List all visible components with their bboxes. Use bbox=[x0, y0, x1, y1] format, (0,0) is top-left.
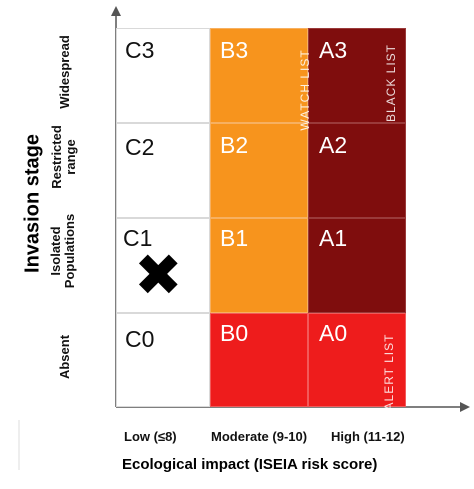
cell-a1: A1 bbox=[308, 218, 406, 313]
cell-a2: A2 bbox=[308, 123, 406, 218]
cell-a3: A3 bbox=[308, 28, 406, 123]
col-label-high: High (11-12) bbox=[331, 429, 405, 444]
cell-b0: B0 bbox=[210, 313, 308, 407]
col-label-moderate: Moderate (9-10) bbox=[211, 429, 308, 444]
cell-b1: B1 bbox=[210, 218, 308, 313]
cell-code-b2: B2 bbox=[220, 132, 249, 158]
row-label-restricted-range: Restricted range bbox=[49, 125, 78, 189]
cell-a0: A0 bbox=[308, 313, 406, 407]
cell-code-a1: A1 bbox=[319, 225, 348, 251]
y-axis-title: Invasion stage bbox=[21, 134, 44, 273]
cell-b3: B3 bbox=[210, 28, 308, 123]
cell-b2: B2 bbox=[210, 123, 308, 218]
alert-list-label: ALERT LIST bbox=[382, 333, 396, 411]
row-label-absent: Absent bbox=[57, 334, 72, 380]
x-axis-arrow-icon bbox=[460, 402, 470, 412]
cell-c1: C1 bbox=[116, 218, 210, 313]
cross-marker-icon: ✖ bbox=[134, 241, 183, 309]
cell-c2: C2 bbox=[116, 123, 210, 218]
row-label-widespread: Widespread bbox=[57, 35, 72, 109]
cell-c0: C0 bbox=[116, 313, 210, 407]
cell-code-b3: B3 bbox=[220, 37, 249, 63]
cell-code-c3: C3 bbox=[125, 37, 155, 63]
cell-c3: C3 bbox=[116, 28, 210, 123]
cell-code-a0: A0 bbox=[319, 320, 348, 346]
x-axis-title: Ecological impact (ISEIA risk score) bbox=[122, 456, 378, 473]
cell-code-a2: A2 bbox=[319, 132, 348, 158]
cell-code-b1: B1 bbox=[220, 225, 249, 251]
row-label-isolated-populations: Isolated Populations bbox=[48, 213, 77, 289]
cell-code-a3: A3 bbox=[319, 37, 348, 63]
y-axis-arrow-icon bbox=[111, 6, 121, 16]
cell-code-b0: B0 bbox=[220, 320, 249, 346]
col-label-low: Low (≤8) bbox=[124, 429, 177, 444]
cell-code-c1: C1 bbox=[123, 225, 153, 251]
watch-list-label: WATCH LIST bbox=[298, 49, 312, 131]
black-list-label: BLACK LIST bbox=[384, 43, 398, 123]
cell-code-c0: C0 bbox=[125, 326, 155, 352]
cell-code-c2: C2 bbox=[125, 134, 155, 160]
